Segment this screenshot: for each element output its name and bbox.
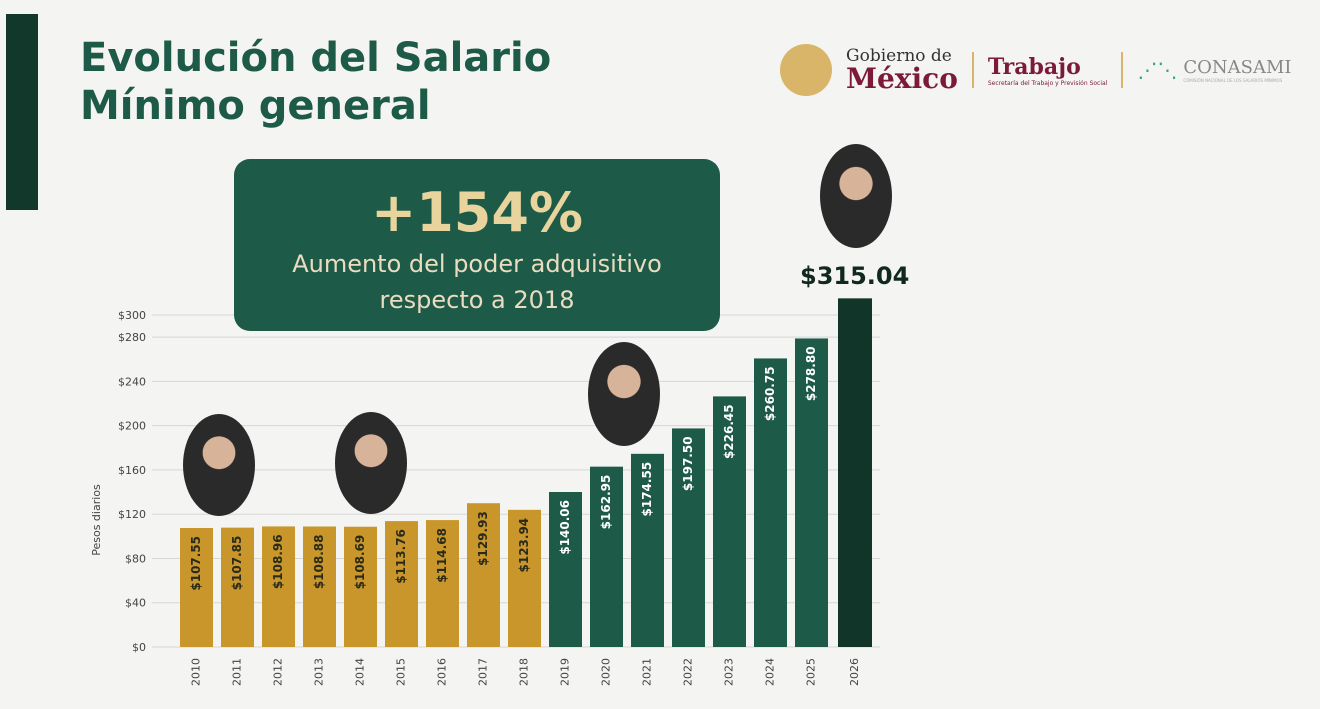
x-tick-label: 2010 bbox=[190, 658, 203, 686]
bar bbox=[303, 526, 336, 647]
bar bbox=[713, 396, 746, 647]
conasami-sub: COMISIÓN NACIONAL DE LOS SALARIOS MÍNIMO… bbox=[1183, 78, 1283, 83]
x-tick-label: 2026 bbox=[848, 658, 861, 686]
bar-value-label: $108.96 bbox=[271, 534, 285, 589]
conasami-mark-icon: ⋰⋱ bbox=[1137, 58, 1178, 82]
x-tick-label: 2018 bbox=[518, 658, 531, 686]
bar bbox=[221, 527, 254, 647]
title-line-1: Evolución del Salario bbox=[80, 35, 552, 81]
gobierno-logo: Gobierno de México bbox=[846, 45, 958, 95]
y-tick-label: $200 bbox=[118, 420, 146, 433]
portrait-avatar bbox=[335, 412, 407, 514]
bar bbox=[631, 453, 664, 647]
bar-value-label: $278.80 bbox=[804, 346, 818, 401]
x-tick-label: 2021 bbox=[641, 658, 654, 686]
bar-value-label: $174.55 bbox=[640, 462, 654, 517]
gobierno-small: Gobierno de bbox=[846, 45, 952, 66]
y-tick-label: $240 bbox=[118, 375, 146, 388]
divider bbox=[971, 52, 974, 88]
bar bbox=[590, 466, 623, 647]
x-tick-label: 2016 bbox=[436, 658, 449, 686]
bar bbox=[754, 358, 787, 647]
y-tick-label: $120 bbox=[118, 508, 146, 521]
bar-value-label: $113.76 bbox=[394, 529, 408, 584]
callout-line-1: Aumento del poder adquisitivo bbox=[292, 250, 662, 278]
accent-bar bbox=[6, 14, 38, 210]
bar-value-label: $260.75 bbox=[763, 366, 777, 421]
y-tick-label: $280 bbox=[118, 331, 146, 344]
gobierno-big: México bbox=[846, 61, 958, 95]
x-tick-label: 2022 bbox=[682, 658, 695, 686]
x-tick-label: 2019 bbox=[559, 658, 572, 686]
bar-value-label: $197.50 bbox=[681, 436, 695, 491]
divider bbox=[1121, 52, 1124, 88]
y-axis-label: Pesos diarios bbox=[90, 484, 103, 556]
x-tick-label: 2023 bbox=[723, 658, 736, 686]
increase-callout: +154% Aumento del poder adquisitivo resp… bbox=[234, 159, 720, 331]
x-tick-label: 2012 bbox=[272, 658, 285, 686]
bar bbox=[549, 492, 582, 647]
bar bbox=[672, 428, 705, 647]
bar bbox=[262, 526, 295, 647]
trabajo-sub: Secretaría del Trabajo y Previsión Socia… bbox=[987, 79, 1108, 87]
last-value-label: $315.04 bbox=[800, 262, 910, 290]
bar bbox=[838, 298, 872, 647]
y-tick-label: $40 bbox=[125, 597, 146, 610]
x-tick-label: 2020 bbox=[600, 658, 613, 686]
conasami-logo: ⋰⋱ CONASAMI COMISIÓN NACIONAL DE LOS SALAR… bbox=[1137, 57, 1291, 83]
bar-value-label: $162.95 bbox=[599, 475, 613, 530]
bar-value-label: $129.93 bbox=[476, 511, 490, 566]
x-tick-label: 2017 bbox=[477, 658, 490, 686]
bar-value-label: $140.06 bbox=[558, 500, 572, 555]
bar bbox=[467, 503, 500, 647]
bar bbox=[385, 521, 418, 647]
title-line-2: Mínimo general bbox=[80, 83, 431, 129]
y-tick-label: $160 bbox=[118, 464, 146, 477]
y-tick-label: $300 bbox=[118, 309, 146, 322]
x-tick-label: 2014 bbox=[354, 658, 367, 686]
y-tick-label: $80 bbox=[125, 552, 146, 565]
bar bbox=[180, 527, 213, 647]
x-tick-label: 2024 bbox=[764, 658, 777, 686]
bar-value-label: $123.94 bbox=[517, 518, 531, 573]
bar-value-label: $107.85 bbox=[230, 536, 244, 591]
bar-value-label: $107.55 bbox=[189, 536, 203, 591]
bar-value-label: $226.45 bbox=[722, 404, 736, 459]
bar bbox=[508, 509, 541, 647]
bar-value-label: $108.69 bbox=[353, 535, 367, 590]
callout-line-2: respecto a 2018 bbox=[379, 286, 575, 314]
logos: Gobierno de México Trabajo Secretaría del … bbox=[780, 40, 1292, 100]
x-tick-label: 2011 bbox=[231, 658, 244, 686]
bar bbox=[426, 520, 459, 647]
portrait-avatar bbox=[588, 342, 660, 446]
conasami-text: CONASAMI bbox=[1183, 57, 1292, 78]
bar bbox=[795, 338, 828, 647]
portrait-avatar bbox=[820, 144, 892, 248]
x-tick-label: 2015 bbox=[395, 658, 408, 686]
x-tick-label: 2013 bbox=[313, 658, 326, 686]
page-title: Evolución del Salario Mínimo general bbox=[80, 34, 551, 130]
bar bbox=[344, 526, 377, 647]
bar-value-label: $108.88 bbox=[312, 535, 326, 590]
trabajo-logo: Trabajo Secretaría del Trabajo y Previsió… bbox=[988, 54, 1107, 87]
bar-value-label: $114.68 bbox=[435, 528, 449, 583]
portrait-avatar bbox=[183, 414, 255, 516]
y-tick-label: $0 bbox=[132, 641, 146, 654]
trabajo-text: Trabajo bbox=[987, 53, 1081, 80]
x-tick-label: 2025 bbox=[805, 658, 818, 686]
mexico-seal-icon bbox=[780, 44, 832, 96]
callout-value: +154% bbox=[370, 181, 584, 244]
